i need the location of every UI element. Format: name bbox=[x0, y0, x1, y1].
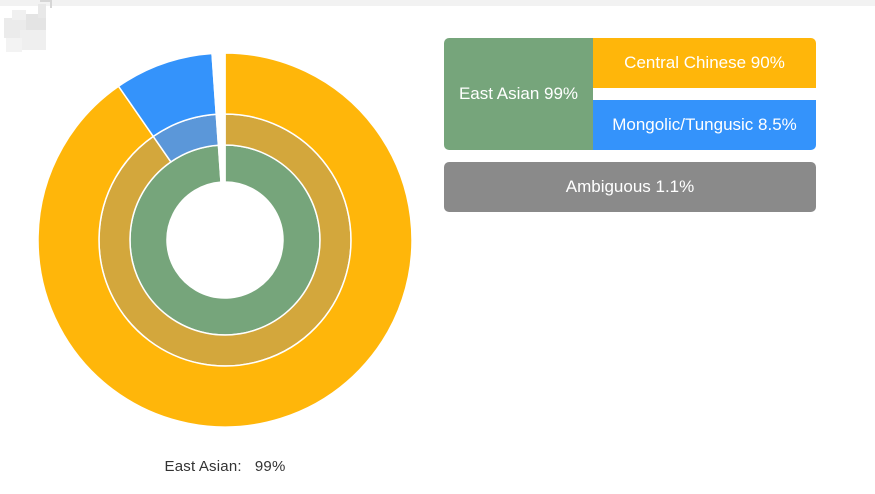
legend-item-mongolic-tungusic[interactable]: Mongolic/Tungusic 8.5% bbox=[593, 100, 816, 150]
legend-group-east-asian: East Asian 99% Central Chinese 90% Mongo… bbox=[444, 38, 816, 150]
legend-item-ambiguous[interactable]: Ambiguous 1.1% bbox=[444, 162, 816, 212]
legend-item-east-asian[interactable]: East Asian 99% bbox=[444, 38, 593, 150]
caption-label: East Asian: bbox=[164, 458, 242, 475]
outer-ring-slice-ambiguous[interactable] bbox=[211, 52, 226, 116]
legend: East Asian 99% Central Chinese 90% Mongo… bbox=[444, 38, 816, 212]
caption-value: 99% bbox=[254, 458, 286, 475]
middle-ring-slice-ambiguous[interactable] bbox=[215, 113, 226, 147]
center-avatar-icon bbox=[4, 0, 52, 52]
legend-item-central-chinese[interactable]: Central Chinese 90% bbox=[593, 38, 816, 88]
donut-svg bbox=[37, 52, 413, 428]
top-bar bbox=[0, 0, 875, 6]
chart-caption: East Asian: 99% bbox=[120, 458, 330, 475]
ancestry-donut-chart bbox=[4, 0, 413, 428]
outer-ring-slice-central-chinese[interactable] bbox=[37, 52, 413, 428]
